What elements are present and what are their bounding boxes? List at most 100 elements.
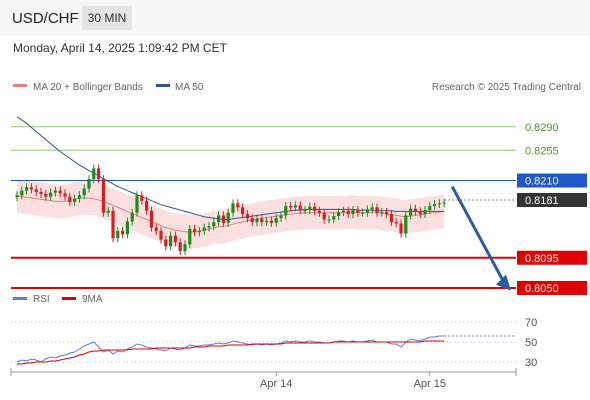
candle-65 bbox=[327, 215, 331, 224]
ma50-line bbox=[16, 116, 445, 220]
candle-body-22 bbox=[121, 230, 125, 235]
candle-body-70 bbox=[351, 210, 355, 215]
rsi-plot: 70 50 30 bbox=[11, 317, 537, 369]
candle-79 bbox=[394, 218, 398, 228]
candle-64 bbox=[322, 208, 326, 224]
candle-body-26 bbox=[140, 195, 144, 201]
candle-body-33 bbox=[173, 235, 177, 243]
timeframe-button[interactable]: 30 MIN bbox=[82, 6, 132, 30]
candle-47 bbox=[241, 203, 245, 219]
candle-15 bbox=[87, 175, 91, 193]
candle-63 bbox=[317, 206, 321, 217]
candle-87 bbox=[433, 200, 437, 211]
candle-10 bbox=[63, 189, 67, 201]
candle-51 bbox=[260, 214, 264, 227]
candle-body-69 bbox=[346, 210, 350, 215]
level-text-1: 0.8255 bbox=[525, 145, 559, 157]
candle-26 bbox=[140, 191, 144, 205]
candle-body-45 bbox=[231, 203, 235, 213]
candle-body-5 bbox=[39, 191, 43, 194]
candle-body-25 bbox=[135, 195, 139, 213]
candle-body-88 bbox=[437, 203, 441, 205]
candle-body-42 bbox=[217, 215, 221, 223]
candle-body-30 bbox=[159, 230, 163, 240]
candle-body-82 bbox=[409, 208, 413, 216]
candle-38 bbox=[197, 226, 201, 237]
candle-body-14 bbox=[82, 188, 86, 196]
candle-57 bbox=[289, 202, 293, 212]
candle-25 bbox=[135, 191, 139, 217]
candle-body-3 bbox=[29, 187, 33, 190]
ma9-legend-label: 9MA bbox=[82, 294, 103, 305]
level-label-2: 0.8210 bbox=[517, 173, 587, 188]
ma9-legend-swatch bbox=[62, 297, 76, 300]
candle-66 bbox=[332, 212, 336, 224]
candle-31 bbox=[164, 235, 168, 251]
candle-body-87 bbox=[433, 204, 437, 207]
rsi-tick-1: 50 bbox=[525, 337, 537, 349]
ma50-legend-swatch bbox=[156, 84, 170, 87]
candle-62 bbox=[313, 202, 317, 215]
price-plot: 0.8290 0.8255 0.8210 0.8181 0.8095 0.8050 bbox=[11, 116, 587, 295]
candle-61 bbox=[308, 202, 312, 215]
candle-body-57 bbox=[289, 206, 293, 208]
candle-body-8 bbox=[53, 190, 57, 193]
candle-body-24 bbox=[130, 212, 134, 222]
candle-36 bbox=[188, 224, 192, 249]
candle-59 bbox=[298, 201, 302, 215]
candle-body-38 bbox=[197, 230, 201, 233]
candle-body-74 bbox=[370, 207, 374, 210]
candle-69 bbox=[346, 206, 350, 219]
candle-body-16 bbox=[92, 168, 96, 180]
credit-label: Research © 2025 Trading Central bbox=[432, 82, 581, 93]
candle-56 bbox=[284, 202, 288, 220]
candle-4 bbox=[34, 185, 38, 196]
candle-body-37 bbox=[193, 228, 197, 233]
candle-body-52 bbox=[265, 220, 269, 223]
candle-body-58 bbox=[293, 205, 297, 208]
rsi-ma-line bbox=[17, 340, 445, 365]
candle-19 bbox=[106, 206, 110, 217]
candle-17 bbox=[97, 164, 101, 184]
rsi-tick-2: 30 bbox=[525, 357, 537, 369]
candle-body-79 bbox=[394, 222, 398, 224]
rsi-legend-label: RSI bbox=[33, 294, 50, 305]
candle-body-47 bbox=[241, 207, 245, 215]
candle-body-85 bbox=[423, 210, 427, 215]
candle-body-19 bbox=[106, 210, 110, 213]
candle-body-18 bbox=[101, 179, 105, 213]
candle-body-66 bbox=[332, 216, 336, 220]
candle-body-9 bbox=[58, 190, 62, 194]
candle-body-86 bbox=[428, 206, 432, 211]
level-tag-2 bbox=[517, 173, 587, 188]
candle-body-0 bbox=[15, 195, 19, 198]
candle-71 bbox=[356, 206, 360, 217]
candle-70 bbox=[351, 206, 355, 219]
candle-3 bbox=[29, 183, 33, 194]
candle-body-75 bbox=[375, 207, 379, 213]
candle-body-51 bbox=[260, 218, 264, 223]
candle-33 bbox=[173, 231, 177, 247]
candle-body-72 bbox=[361, 212, 365, 214]
candle-37 bbox=[193, 224, 197, 237]
candle-88 bbox=[437, 199, 441, 209]
candle-body-63 bbox=[317, 210, 321, 213]
top-bar: USD/CHF 30 MIN bbox=[0, 0, 590, 36]
candle-body-65 bbox=[327, 219, 331, 221]
candle-body-23 bbox=[125, 221, 129, 235]
candle-body-83 bbox=[413, 208, 417, 212]
candle-body-78 bbox=[389, 214, 393, 223]
candle-18 bbox=[101, 175, 105, 217]
level-label-3: 0.8181 bbox=[517, 193, 587, 207]
level-label-0: 0.8290 bbox=[525, 122, 559, 134]
candle-81 bbox=[404, 211, 408, 238]
candle-85 bbox=[423, 206, 427, 219]
candle-23 bbox=[125, 217, 129, 239]
candle-48 bbox=[245, 210, 249, 223]
candle-13 bbox=[77, 191, 81, 203]
candle-78 bbox=[389, 210, 393, 227]
candle-45 bbox=[231, 199, 235, 217]
candle-body-81 bbox=[404, 215, 408, 234]
candle-body-41 bbox=[212, 222, 216, 227]
